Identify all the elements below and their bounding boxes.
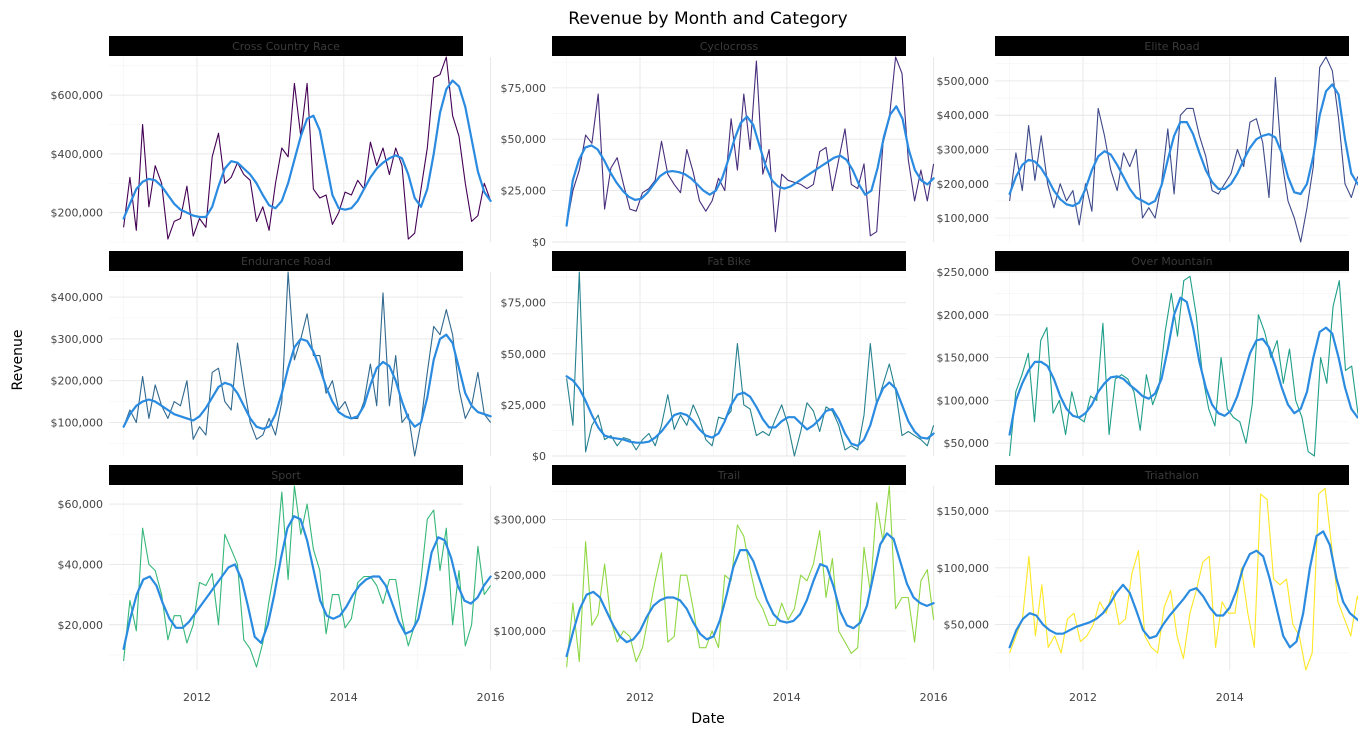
facet-strip: [552, 36, 906, 56]
y-tick-label: $400,000: [51, 291, 104, 304]
facet-strip-label: Cyclocross: [700, 40, 759, 53]
y-tick-label: $150,000: [937, 352, 990, 365]
y-tick-label: $200,000: [494, 569, 547, 582]
facet-trail: Trail $100,000 $200,000 $300,000 2012 2014 201…: [494, 465, 948, 704]
smooth-line-fat-bike: [565, 375, 935, 447]
x-tick-label: 2012: [626, 691, 654, 704]
series-line-over-mountain: [1009, 275, 1358, 457]
y-tick-label: $100,000: [937, 562, 990, 575]
smooth-line-over-mountain: [1008, 296, 1358, 436]
y-tick-label: $100,000: [937, 394, 990, 407]
y-tick-label: $100,000: [937, 212, 990, 225]
facet-fat-bike: Fat Bike $0 $25,000 $50,000 $75,000: [501, 251, 935, 463]
facet-strip-label: Cross Country Race: [232, 40, 340, 53]
smooth-line-cyclocross: [565, 105, 935, 227]
smooth-line-sport: [122, 515, 492, 651]
y-tick-label: $0: [532, 450, 546, 463]
y-tick-label: $75,000: [501, 82, 547, 95]
facet-elite-road: Elite Road $100,000 $200,000 $300,000 $400,0…: [937, 36, 1358, 243]
facet-cyclocross: Cyclocross $0 $25,000 $50,000 $75,000: [501, 36, 935, 249]
y-axis-title: Revenue: [10, 330, 26, 391]
series-line-elite-road: [1009, 56, 1358, 243]
smooth-line-triathalon: [1008, 530, 1358, 649]
y-tick-label: $150,000: [937, 505, 990, 518]
facet-strip: [109, 251, 463, 271]
facet-panels: Cross Country Race $200,000 $400,000 $600,0…: [51, 36, 1358, 704]
y-tick-label: $50,000: [501, 133, 547, 146]
facet-over-mountain: Over Mountain $50,000 $100,000 $150,000 $200…: [937, 251, 1358, 457]
facet-strip: [995, 36, 1349, 56]
y-tick-label: $400,000: [937, 109, 990, 122]
y-tick-label: $300,000: [937, 144, 990, 157]
y-tick-label: $400,000: [51, 148, 104, 161]
smooth-line-endurance-road: [122, 333, 492, 430]
facet-sport: Sport $20,000 $40,000 $60,000 2012 2014 2016: [58, 465, 505, 704]
x-tick-label: 2014: [773, 691, 801, 704]
series-line-fat-bike: [566, 271, 935, 457]
facet-strip-label: Over Mountain: [1131, 255, 1212, 268]
y-tick-label: $25,000: [501, 185, 547, 198]
y-tick-label: $40,000: [58, 558, 104, 571]
y-tick-label: $200,000: [51, 207, 104, 220]
y-tick-label: $250,000: [937, 266, 990, 279]
facet-strip-label: Fat Bike: [707, 255, 750, 268]
facet-strip: [995, 465, 1349, 485]
x-tick-label: 2012: [1069, 691, 1097, 704]
y-tick-label: $75,000: [501, 297, 547, 310]
y-tick-label: $25,000: [501, 399, 547, 412]
series-line-cross-country-race: [123, 56, 492, 240]
x-tick-label: 2016: [920, 691, 948, 704]
y-tick-label: $300,000: [51, 333, 104, 346]
y-tick-label: $50,000: [944, 437, 990, 450]
y-tick-label: $600,000: [51, 89, 104, 102]
facet-cross-country-race: Cross Country Race $200,000 $400,000 $600,0…: [51, 36, 492, 243]
y-tick-label: $60,000: [58, 498, 104, 511]
facet-strip: [109, 36, 463, 56]
y-tick-label: $100,000: [51, 417, 104, 430]
facet-triathalon: Triathalon $50,000 $100,000 $150,000 2012 201…: [937, 465, 1358, 704]
x-axis-title: Date: [691, 711, 724, 727]
facet-strip: [995, 251, 1349, 271]
x-tick-label: 2012: [183, 691, 211, 704]
series-line-sport: [123, 485, 492, 668]
y-tick-label: $100,000: [494, 625, 547, 638]
facet-strip-label: Endurance Road: [241, 255, 331, 268]
chart-title: Revenue by Month and Category: [568, 9, 847, 29]
y-tick-label: $200,000: [51, 375, 104, 388]
x-tick-label: 2016: [477, 691, 505, 704]
y-tick-label: $20,000: [58, 619, 104, 632]
x-tick-label: 2014: [330, 691, 358, 704]
facet-strip-label: Sport: [271, 469, 301, 482]
y-tick-label: $500,000: [937, 75, 990, 88]
facet-strip-label: Elite Road: [1144, 40, 1199, 53]
y-tick-label: $300,000: [494, 513, 547, 526]
y-tick-label: $0: [532, 236, 546, 249]
smooth-line-elite-road: [1008, 83, 1358, 208]
facet-strip: [552, 251, 906, 271]
facet-strip: [109, 465, 463, 485]
facet-strip-label: Triathalon: [1144, 469, 1199, 482]
y-tick-label: $50,000: [501, 348, 547, 361]
smooth-line-trail: [565, 532, 935, 658]
series-line-endurance-road: [123, 271, 492, 457]
series-line-triathalon: [1009, 487, 1358, 671]
y-tick-label: $200,000: [937, 309, 990, 322]
y-tick-label: $200,000: [937, 178, 990, 191]
facet-strip-label: Trail: [717, 469, 740, 482]
facet-strip: [552, 465, 906, 485]
smooth-line-cross-country-race: [122, 79, 492, 220]
series-line-trail: [566, 485, 935, 668]
series-line-cyclocross: [566, 56, 935, 237]
x-tick-label: 2014: [1216, 691, 1244, 704]
facet-endurance-road: Endurance Road $100,000 $200,000 $300,000 $4…: [51, 251, 492, 457]
y-tick-label: $50,000: [944, 619, 990, 632]
